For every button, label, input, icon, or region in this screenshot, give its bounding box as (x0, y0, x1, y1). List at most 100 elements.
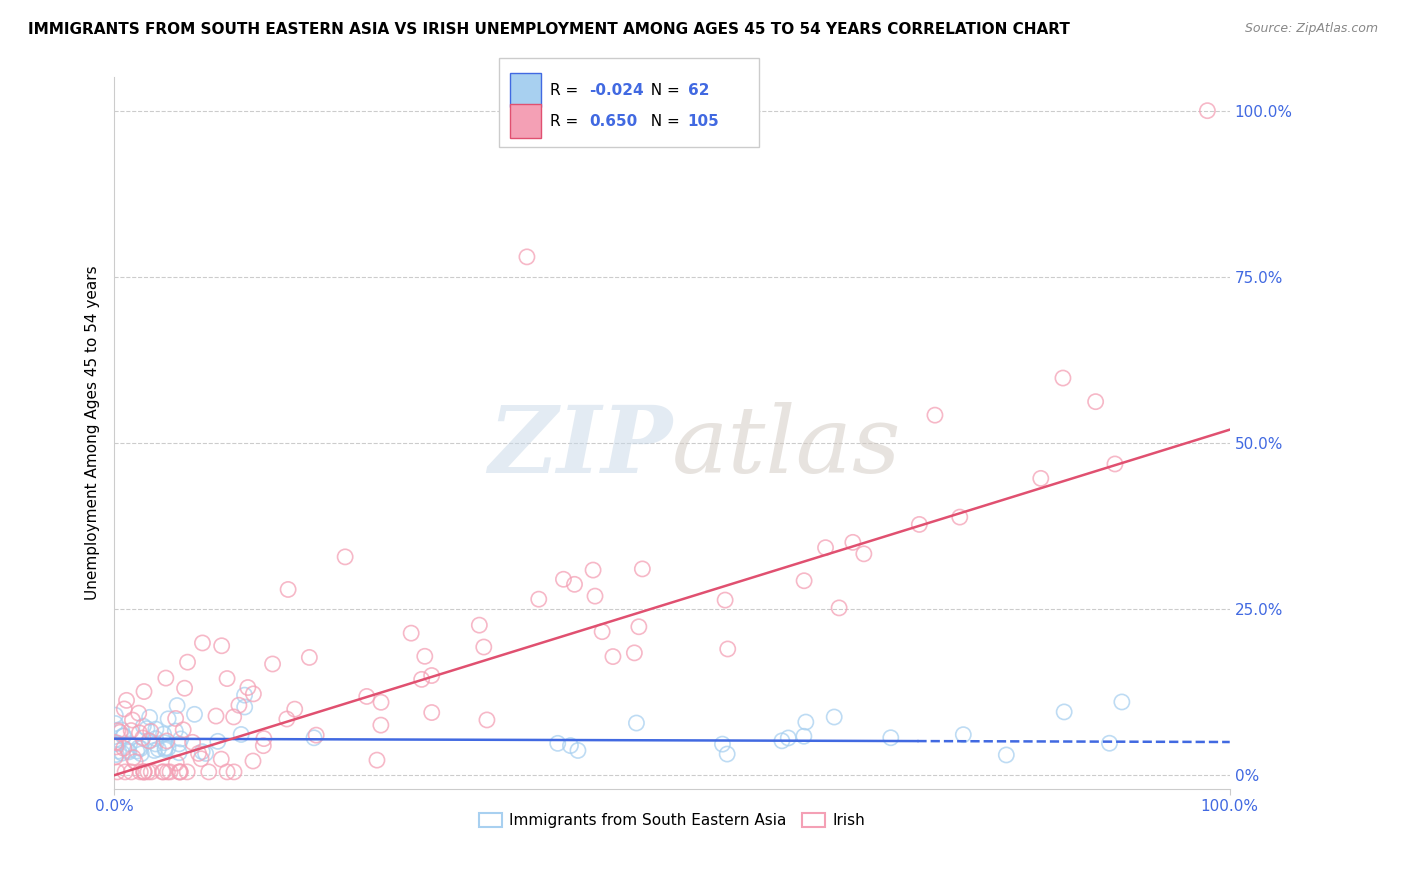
Point (104, 716, 127, 731)
Text: atlas: atlas (672, 402, 901, 492)
Point (793, 574, 815, 588)
Point (924, 408, 946, 422)
Point (242, 687, 264, 701)
Point (716, 747, 738, 761)
Point (138, 710, 160, 724)
Point (167, 746, 190, 760)
Point (420, 668, 443, 682)
Point (176, 764, 198, 779)
Point (121, 713, 143, 727)
Point (1111, 695, 1133, 709)
Point (623, 646, 645, 660)
Point (167, 764, 190, 779)
Text: 62: 62 (688, 83, 709, 97)
Point (468, 618, 491, 632)
Point (129, 741, 152, 756)
Point (166, 698, 188, 713)
Point (1098, 736, 1121, 750)
Point (908, 517, 931, 532)
Point (197, 764, 219, 779)
Text: R =: R = (550, 114, 588, 128)
Point (627, 620, 650, 634)
Point (148, 742, 170, 756)
Point (118, 737, 141, 751)
Point (370, 695, 392, 709)
Point (222, 710, 245, 724)
Point (132, 764, 155, 779)
Text: R =: R = (550, 83, 583, 97)
Point (112, 741, 135, 756)
Point (108, 725, 131, 739)
Point (165, 756, 187, 770)
Point (711, 737, 734, 751)
Point (169, 764, 191, 779)
Point (104, 708, 127, 723)
Point (602, 649, 624, 664)
Point (129, 764, 152, 779)
Point (191, 745, 214, 759)
Text: IMMIGRANTS FROM SOUTH EASTERN ASIA VS IRISH UNEMPLOYMENT AMONG AGES 45 TO 54 YEA: IMMIGRANTS FROM SOUTH EASTERN ASIA VS IR… (28, 22, 1070, 37)
Point (276, 712, 298, 726)
Point (152, 764, 174, 779)
Point (183, 707, 205, 722)
Point (136, 764, 159, 779)
Point (231, 727, 253, 741)
Point (104, 735, 127, 749)
Point (112, 729, 135, 743)
Point (205, 709, 228, 723)
Point (582, 563, 605, 577)
Point (110, 723, 132, 737)
Point (1104, 457, 1126, 471)
Point (284, 702, 307, 716)
Text: -0.024: -0.024 (589, 83, 644, 97)
Point (114, 764, 136, 779)
Point (1197, 103, 1219, 118)
Point (145, 722, 167, 736)
Point (107, 744, 129, 758)
Point (814, 541, 837, 555)
Point (366, 753, 388, 767)
Point (411, 673, 433, 687)
Point (778, 731, 800, 745)
Point (139, 724, 162, 739)
Point (583, 589, 606, 603)
Point (132, 719, 155, 733)
Point (305, 728, 328, 742)
Point (217, 764, 239, 779)
Point (399, 626, 422, 640)
Point (159, 764, 181, 779)
Point (370, 718, 392, 732)
Point (420, 706, 443, 720)
Point (170, 731, 193, 746)
Point (112, 729, 135, 743)
Point (242, 754, 264, 768)
Point (141, 764, 163, 779)
Point (176, 655, 198, 669)
Text: ZIP: ZIP (488, 402, 672, 492)
Point (128, 740, 150, 755)
Point (172, 723, 194, 737)
Point (136, 722, 159, 736)
Point (173, 681, 195, 696)
Point (128, 706, 150, 721)
Text: 0.650: 0.650 (589, 114, 637, 128)
Point (155, 741, 177, 756)
Point (152, 727, 174, 741)
Point (527, 592, 550, 607)
Point (124, 755, 146, 769)
Legend: Immigrants from South Eastern Asia, Irish: Immigrants from South Eastern Asia, Iris… (472, 807, 872, 834)
Point (118, 745, 141, 759)
Point (107, 736, 129, 750)
Point (107, 723, 129, 738)
Point (233, 700, 256, 714)
Point (770, 734, 793, 748)
Point (104, 750, 127, 764)
Point (169, 764, 191, 779)
Point (122, 750, 145, 764)
Point (1052, 371, 1074, 385)
Point (105, 764, 128, 779)
Point (553, 572, 575, 586)
Point (112, 702, 135, 716)
Point (138, 734, 160, 748)
Point (333, 549, 356, 564)
